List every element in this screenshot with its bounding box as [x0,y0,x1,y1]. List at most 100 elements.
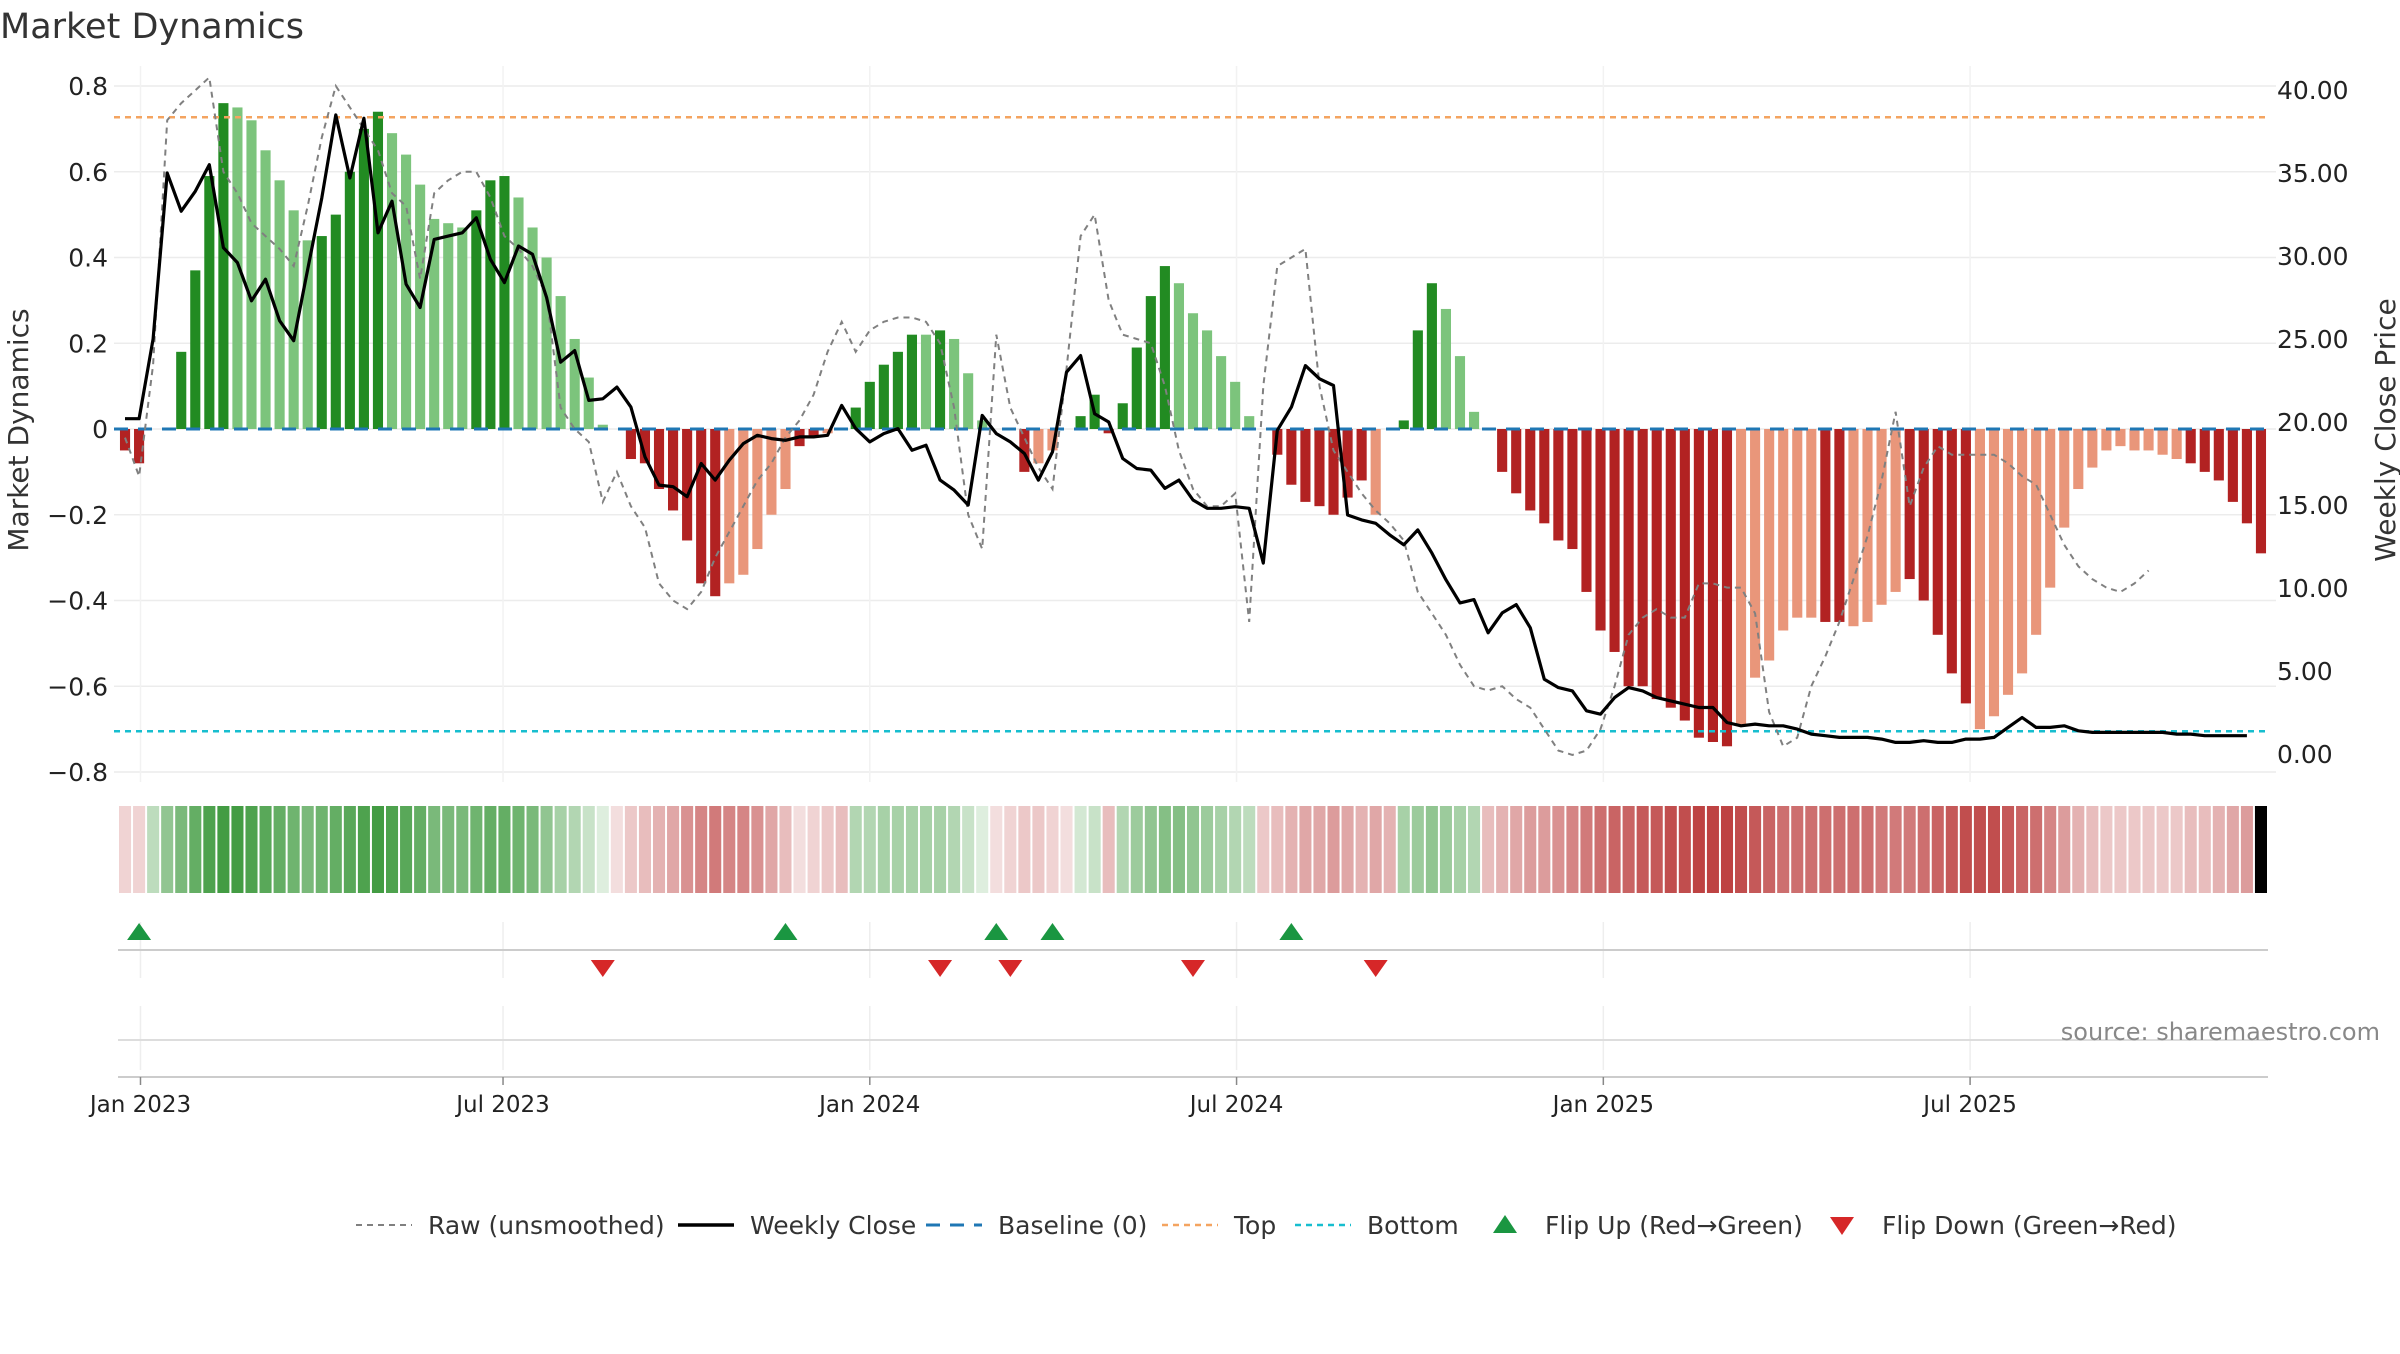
heat-cell [161,806,174,893]
y2-tick-label: 30.00 [2277,242,2349,271]
legend-label: Baseline (0) [998,1211,1147,1240]
heat-cell [512,806,525,893]
heat-cell [1636,806,1649,893]
flip-down-marker [928,960,953,977]
dynamics-bar [850,407,861,429]
dynamics-bar [1792,429,1803,618]
heat-cell [414,806,427,893]
y2-tick-label: 10.00 [2277,574,2349,603]
heat-cell [1594,806,1607,893]
dynamics-bar [218,103,229,430]
x-tick-label: Jul 2025 [1921,1092,2017,1118]
dynamics-bar [1398,420,1409,429]
dynamics-bar [246,120,257,430]
weekly-close-line [125,113,2247,745]
dynamics-bar [1159,266,1170,429]
dynamics-bar [1890,429,1901,592]
dynamics-bar [2087,429,2098,468]
heat-cell [667,806,680,893]
dynamics-bar [1440,308,1451,429]
heat-cell [1861,806,1874,893]
dynamics-bar [583,377,594,429]
heat-cell [695,806,708,893]
heat-cell [1116,806,1129,893]
dynamics-bar [274,180,285,429]
dynamics-bar [541,257,552,429]
dynamics-bar [302,240,313,429]
heat-cell [1271,806,1284,893]
x-tick-label: Jan 2025 [1551,1092,1654,1118]
heat-cell [652,806,666,893]
dynamics-bar [1651,429,1662,700]
heat-cell [849,806,862,893]
dynamics-bar [2002,429,2014,695]
dynamics-bar [1553,429,1564,541]
heat-cell [1215,806,1228,893]
heat-cell [2086,806,2099,893]
y-tick-label: 0.8 [68,72,108,101]
dynamics-bar [485,180,496,429]
heat-cell [1538,806,1551,893]
flip-up-marker [773,923,798,940]
y-tick-label: −0.8 [47,758,108,787]
x-tick-label: Jul 2024 [1188,1092,1284,1118]
heat-cell [1987,806,2001,893]
heat-cell [1692,806,1705,893]
heat-cell [891,806,904,893]
heat-cell [962,806,975,893]
heat-cell [1327,806,1340,893]
dynamics-bar [1974,429,1985,730]
dynamics-bar [429,218,440,429]
heat-cell [540,806,553,893]
dynamics-bar [1173,283,1185,429]
heat-cell [1945,806,1958,893]
dynamics-bar [1932,429,1943,635]
heat-cell [1903,806,1916,893]
dynamics-bar [1468,411,1480,429]
dynamics-bar [471,210,482,429]
heat-cell [498,806,511,893]
heat-cell [2016,806,2029,893]
dynamics-bar [1820,429,1831,622]
dynamics-bar [386,133,398,429]
heat-cell [1032,806,1045,893]
flip-down-marker [590,960,615,977]
heat-cell [175,806,188,893]
heat-cell [1847,806,1860,893]
heat-cell [624,806,637,893]
dynamics-bar [260,150,271,429]
heat-cell [1186,806,1200,893]
dynamics-bar [344,171,355,429]
heat-cell [1369,806,1382,893]
dynamics-bar [1075,416,1086,429]
dynamics-bar [527,227,538,429]
heat-cell [133,806,146,893]
heat-cell [2254,806,2267,893]
dynamics-bar [906,334,918,429]
heat-cell [385,806,399,893]
flip-up-marker [984,923,1009,940]
flip-markers [127,923,1388,977]
dynamics-bar [1707,429,1718,742]
y-tick-label: 0 [92,415,108,444]
dynamics-bar [668,429,679,511]
heat-cell [526,806,539,893]
y2-tick-label: 5.00 [2277,657,2333,686]
dynamics-bar [1806,429,1817,618]
dynamics-bar [1426,283,1437,429]
y2-tick-label: 15.00 [2277,491,2349,520]
heat-cell [1959,806,1972,893]
dynamics-bar [724,429,735,584]
heat-cell [2212,806,2225,893]
x-tick-label: Jul 2023 [454,1092,550,1118]
dynamics-bar [1918,429,1929,601]
heat-cell [1622,806,1635,893]
dynamics-bars [119,103,2267,747]
heat-cell [329,806,342,893]
heat-cell [1172,806,1185,893]
dynamics-bar [1834,429,1845,622]
dynamics-bar [2059,429,2070,528]
dynamics-bar [1412,330,1423,429]
